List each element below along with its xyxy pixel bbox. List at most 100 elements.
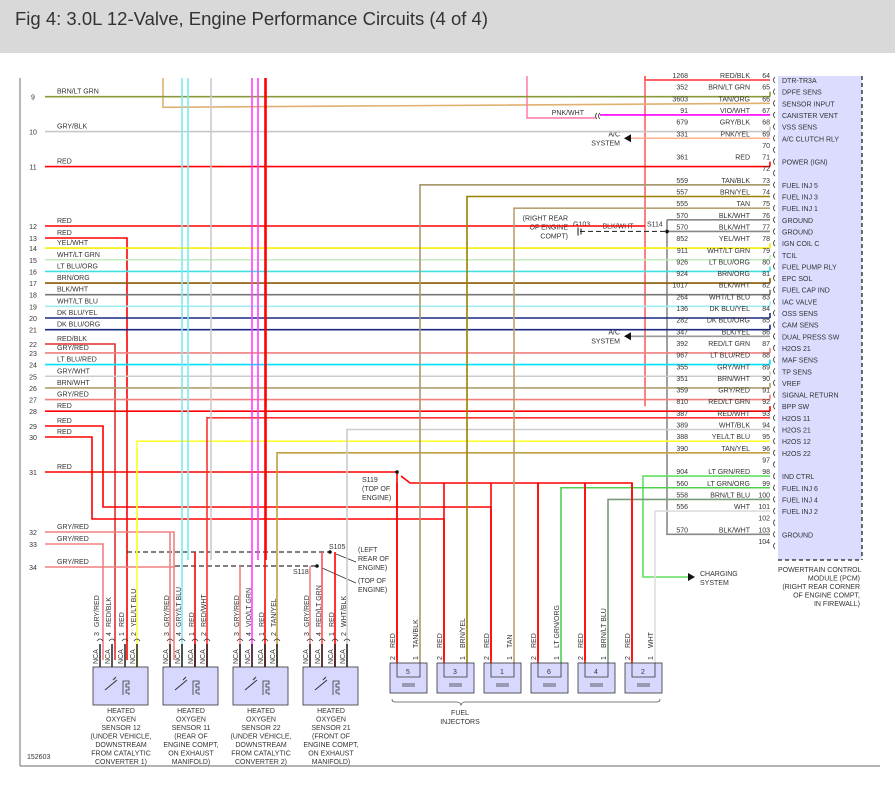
ac-system-label: SYSTEM — [591, 140, 620, 147]
pcm-connector-icon — [773, 298, 776, 305]
sensor-nca-label: NCA — [118, 649, 125, 664]
s105-location: REAR OF — [358, 556, 389, 563]
heater-coil-icon — [122, 680, 130, 695]
sensor-pin-color: TAN/YEL — [271, 598, 278, 627]
row-number: 26 — [29, 386, 37, 393]
sensor-caption: MANIFOLD) — [312, 759, 351, 766]
injector-wire — [513, 207, 770, 663]
row-number: 15 — [29, 258, 37, 265]
sensor-nca-label: NCA — [175, 649, 182, 664]
injector-wire — [419, 184, 770, 663]
row-number: 14 — [29, 246, 37, 253]
sensor-wire — [206, 417, 770, 667]
pcm-pin-function: FUEL INJ 4 — [782, 497, 818, 504]
sensor-caption: OXYGEN — [176, 717, 206, 724]
injector-pin1-color: TAN/BLK — [413, 619, 420, 648]
s119-location: ENGINE) — [362, 495, 391, 502]
pcm-wire-color: GRY/WHT — [717, 364, 751, 371]
pcm-connector-icon — [773, 286, 776, 293]
fuel-injector-box — [436, 662, 475, 694]
pcm-pin-number: 103 — [758, 527, 770, 534]
sensor-caption: CONVERTER 2) — [235, 759, 287, 766]
pcm-wire-color: WHT/BLK — [719, 423, 750, 430]
connector-icon — [595, 112, 601, 120]
pcm-pin-function: IGN COIL C — [782, 241, 819, 248]
injector-pin-number: 1 — [648, 656, 655, 660]
oxygen-sensor-box — [232, 666, 289, 706]
row-number: 29 — [29, 424, 37, 431]
sensor-caption: OXYGEN — [106, 717, 136, 724]
pcm-pin-function: FUEL INJ 3 — [782, 195, 818, 202]
pcm-connector-icon — [773, 531, 776, 538]
pcm-pin-number: 100 — [758, 492, 770, 499]
sensor-pin-number: 4 — [316, 632, 323, 636]
injector-coil-icon — [537, 663, 562, 687]
injector-coil-icon — [584, 663, 609, 687]
s119-location: (TOP OF — [362, 486, 390, 493]
s105-location: ENGINE) — [358, 565, 387, 572]
sensor-nca-label: NCA — [200, 649, 207, 664]
row-number: 18 — [29, 293, 37, 300]
sensor-pin-number: 1 — [329, 632, 336, 636]
pcm-pin-number: 66 — [762, 96, 770, 103]
sensor-pin-number: 2 — [131, 632, 138, 636]
injector-pin1-color: BRN/YEL — [460, 618, 467, 648]
pcm-pin-number: 87 — [762, 341, 770, 348]
pcm-connector-icon — [773, 251, 776, 259]
injector-pin-number: 2 — [578, 656, 585, 660]
sensor-caption: FROM CATALYTIC — [91, 751, 151, 758]
sensor-caption: HEATED — [177, 708, 205, 715]
fuel-injector-box — [530, 662, 569, 694]
pcm-pin-number: 98 — [762, 469, 770, 476]
pcm-pin-function: BPP SW — [782, 404, 809, 411]
pcm-pin-function: FUEL INJ 1 — [782, 206, 818, 213]
pcm-wire-color: BLK/WHT — [719, 213, 751, 220]
pcm-connector-icon — [773, 263, 776, 270]
sensor-caption: SENSOR 11 — [172, 725, 211, 732]
injector-pin2-color: RED — [437, 633, 444, 648]
pcm-circuit-number: 352 — [676, 85, 688, 92]
splice-s114-dot — [665, 229, 669, 234]
connector-icon — [203, 638, 211, 642]
arrow-icon — [624, 134, 631, 143]
pcm-connector-icon — [773, 461, 776, 468]
row-number: 24 — [29, 363, 37, 370]
pcm-pin-function: IAC VALVE — [782, 299, 817, 306]
wire-pnk-wht — [526, 76, 596, 119]
pcm-circuit-number: 852 — [676, 236, 688, 243]
pcm-wire-color: DK BLU/ORG — [707, 318, 750, 325]
injector-pin-number: 1 — [413, 656, 420, 660]
pcm-pin-number: 72 — [762, 166, 770, 173]
pcm-wire-color: TAN/BLK — [721, 178, 750, 185]
wire-color-label: GRY/RED — [57, 345, 89, 352]
sensor-pin-number: 1 — [119, 632, 126, 636]
sensor-pin-color: RED — [119, 612, 126, 627]
sensor-caption: MANIFOLD) — [172, 759, 211, 766]
red-injector-bus — [400, 475, 633, 660]
pcm-wire-color: BRN/ORG — [717, 271, 750, 278]
sensor-wire — [346, 428, 770, 667]
pcm-pin-function: DUAL PRESS SW — [782, 334, 840, 341]
pcm-pin-number: 84 — [762, 306, 770, 313]
pcm-pin-function: VSS SENS — [782, 125, 817, 132]
injector-pin1-color: BRN/LT BLU — [601, 608, 608, 648]
wire-color-label: RED — [57, 418, 72, 425]
row-number: 21 — [29, 328, 37, 335]
row-number: 10 — [29, 130, 37, 137]
wire-color-label: BLK/WHT — [57, 287, 89, 294]
pcm-pin-number: 74 — [762, 190, 770, 197]
sensor-caption: SENSOR 21 — [311, 725, 350, 732]
wire-color-label: WHT/LT BLU — [57, 298, 98, 305]
arrow-icon — [688, 573, 695, 581]
pcm-pin-function: H2OS 21 — [782, 428, 811, 435]
pcm-pin-function: CAM SENS — [782, 323, 819, 330]
charging-system-label: SYSTEM — [700, 580, 729, 587]
injector-pin-number: 2 — [625, 656, 632, 660]
wire-color-label: RED — [57, 218, 72, 225]
wire-color-label: RED — [57, 429, 72, 436]
pcm-connector-icon — [773, 426, 776, 433]
sensor-caption: CONVERTER 1) — [95, 759, 147, 766]
connector-icon — [166, 638, 174, 642]
pcm-connector-icon — [773, 472, 776, 480]
